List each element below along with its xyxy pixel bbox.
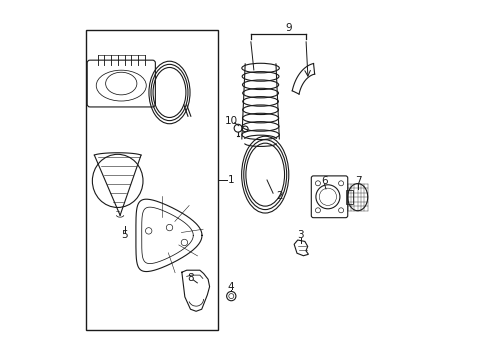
Text: 9: 9 bbox=[285, 23, 292, 33]
Text: 1: 1 bbox=[227, 175, 233, 185]
Bar bbox=[345, 190, 352, 203]
Text: 5: 5 bbox=[122, 230, 128, 240]
Text: 8: 8 bbox=[187, 273, 194, 283]
Text: 6: 6 bbox=[321, 176, 327, 186]
Text: 3: 3 bbox=[297, 230, 304, 240]
Text: 10: 10 bbox=[224, 116, 237, 126]
Text: 4: 4 bbox=[227, 282, 233, 292]
Bar bbox=[85, 30, 217, 330]
Text: 2: 2 bbox=[275, 191, 282, 201]
Text: 7: 7 bbox=[354, 176, 361, 186]
